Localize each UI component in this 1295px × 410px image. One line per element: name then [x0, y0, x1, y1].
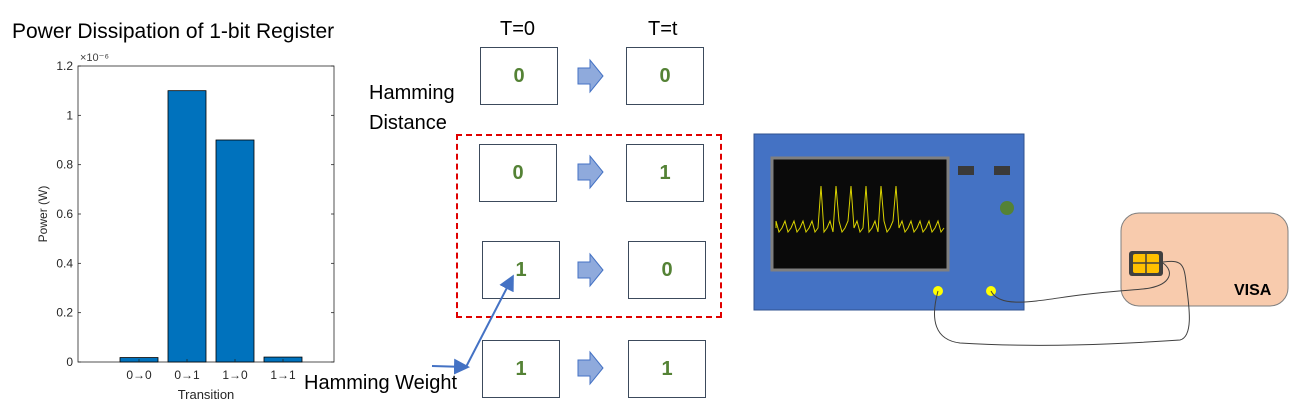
hamming-distance-region — [456, 134, 722, 318]
y-tick-label: 0.6 — [56, 207, 73, 221]
row3-to-box: 0 — [628, 241, 706, 299]
y-multiplier: ×10⁻⁶ — [80, 52, 109, 64]
transition-arrow-icon — [577, 58, 604, 94]
x-tick-label: 1→1 — [270, 368, 296, 382]
hamming-weight-pointer-icon — [431, 274, 514, 375]
row1-to-box: 0 — [626, 47, 704, 105]
y-tick-label: 1.2 — [56, 59, 73, 73]
transition-arrow-icon — [577, 252, 604, 288]
y-tick-label: 0.2 — [56, 306, 73, 320]
y-ticks-group: 0 0.2 0.4 0.6 0.8 1 1.2 — [56, 59, 334, 369]
x-ticks-group: 0→0 0→1 1→0 1→1 — [126, 359, 296, 382]
bar-1 — [167, 90, 207, 363]
x-tick-label: 1→0 — [222, 368, 248, 382]
y-tick-label: 1 — [66, 108, 73, 122]
probe-cable — [934, 260, 1190, 346]
row2-from-box: 0 — [479, 144, 557, 202]
row3-from-box: 1 — [482, 241, 560, 299]
smart-card-icon — [1120, 212, 1289, 307]
y-tick-label: 0.8 — [56, 158, 73, 172]
oscilloscope-icon — [753, 133, 1025, 311]
y-tick-label: 0 — [66, 355, 73, 369]
row4-from-box: 1 — [482, 340, 560, 398]
bars-group — [119, 90, 303, 363]
card-brand: VISA — [1234, 282, 1272, 299]
col-header-t0: T=0 — [500, 18, 536, 40]
x-axis-label: Transition — [178, 387, 235, 402]
transition-arrow-icon — [577, 154, 604, 190]
x-tick-label: 0→1 — [174, 368, 200, 382]
y-axis-label: Power (W) — [36, 186, 50, 243]
row2-to-box: 1 — [626, 144, 704, 202]
hamming-distance-label: Hamming Distance — [369, 82, 455, 134]
y-tick-label: 0.4 — [56, 256, 73, 270]
hamming-weight-label: Hamming Weight — [304, 372, 458, 394]
bar-2 — [215, 139, 255, 363]
x-tick-label: 0→0 — [126, 368, 152, 382]
col-header-tt: T=t — [648, 18, 678, 40]
chart-title: Power Dissipation of 1-bit Register — [12, 20, 335, 43]
row1-from-box: 0 — [480, 47, 558, 105]
power-bar-chart: 0 0.2 0.4 0.6 0.8 1 1.2 0→0 0→1 1→0 1→1 ×10⁻⁶ Pow… — [36, 52, 335, 402]
row4-to-box: 1 — [628, 340, 706, 398]
transition-arrow-icon — [577, 350, 604, 386]
